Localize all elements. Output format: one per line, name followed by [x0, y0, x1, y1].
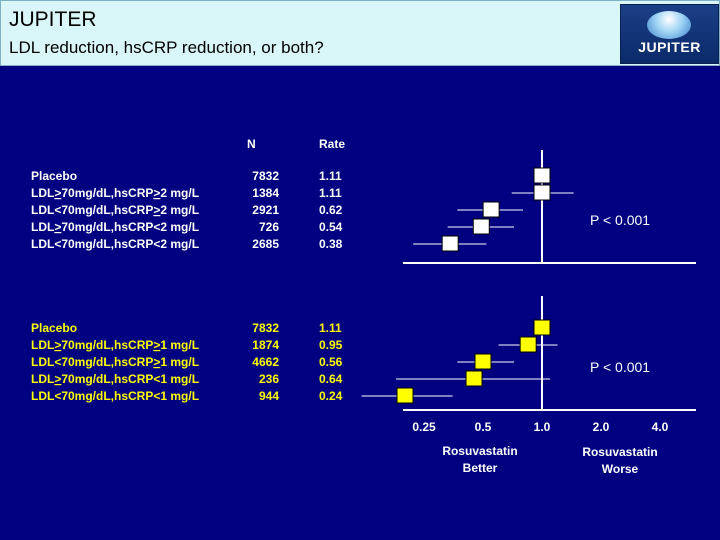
- row-n: 1874: [252, 338, 279, 352]
- row-n: 2921: [252, 203, 279, 217]
- column-header-n: N: [247, 137, 256, 151]
- row-label: LDL>70mg/dL,hsCRP<1 mg/L: [31, 372, 199, 386]
- row-n: 2685: [252, 237, 279, 251]
- row-n: 7832: [252, 169, 279, 183]
- axis-direction-label-better: Better: [463, 461, 498, 475]
- row-n: 7832: [252, 321, 279, 335]
- row-n: 1384: [252, 186, 279, 200]
- row-label: Placebo: [31, 169, 77, 183]
- row-n: 4662: [252, 355, 279, 369]
- row-rate: 0.54: [319, 220, 343, 234]
- row-rate: 0.64: [319, 372, 343, 386]
- row-rate: 1.11: [319, 169, 342, 183]
- hr-marker: [396, 387, 414, 404]
- row-rate: 1.11: [319, 321, 342, 335]
- hr-marker: [533, 319, 551, 336]
- p-value-label: P < 0.001: [590, 212, 650, 228]
- logo-text: JUPITER: [638, 39, 701, 55]
- row-label: LDL<70mg/dL,hsCRP<1 mg/L: [31, 389, 199, 403]
- x-tick-label: 1.0: [534, 420, 551, 434]
- x-tick-label: 0.5: [475, 420, 492, 434]
- row-label: LDL>70mg/dL,hsCRP>1 mg/L: [31, 338, 199, 352]
- row-label: LDL<70mg/dL,hsCRP>1 mg/L: [31, 355, 199, 369]
- row-label: LDL<70mg/dL,hsCRP<2 mg/L: [31, 237, 199, 251]
- hr-marker: [474, 353, 492, 370]
- hr-marker: [465, 370, 483, 387]
- row-rate: 1.11: [319, 186, 342, 200]
- row-rate: 0.38: [319, 237, 343, 251]
- row-label: LDL<70mg/dL,hsCRP>2 mg/L: [31, 203, 199, 217]
- hr-marker: [533, 184, 551, 201]
- row-label: LDL>70mg/dL,hsCRP>2 mg/L: [31, 186, 199, 200]
- title-banner: JUPITER LDL reduction, hsCRP reduction, …: [0, 0, 720, 66]
- hr-marker: [472, 218, 490, 235]
- hr-marker: [519, 336, 537, 353]
- globe-icon: [647, 11, 691, 39]
- page-subtitle: LDL reduction, hsCRP reduction, or both?: [9, 38, 324, 57]
- jupiter-logo: JUPITER: [620, 4, 719, 64]
- hr-marker: [533, 167, 551, 184]
- hr-marker: [441, 235, 459, 252]
- row-rate: 0.95: [319, 338, 343, 352]
- column-header-rate: Rate: [319, 137, 345, 151]
- axis-direction-label-better: Rosuvastatin: [442, 444, 517, 458]
- row-label: LDL>70mg/dL,hsCRP<2 mg/L: [31, 220, 199, 234]
- x-tick-label: 4.0: [652, 420, 669, 434]
- x-tick-label: 2.0: [593, 420, 610, 434]
- row-n: 726: [259, 220, 279, 234]
- row-rate: 0.56: [319, 355, 343, 369]
- axis-direction-label-worse: Rosuvastatin: [582, 445, 657, 459]
- x-tick-label: 0.25: [412, 420, 436, 434]
- axis-direction-label-worse: Worse: [602, 462, 639, 476]
- row-rate: 0.62: [319, 203, 343, 217]
- p-value-label: P < 0.001: [590, 359, 650, 375]
- page-title: JUPITER: [9, 8, 97, 31]
- row-rate: 0.24: [319, 389, 343, 403]
- row-n: 944: [259, 389, 279, 403]
- hr-marker: [482, 201, 500, 218]
- row-n: 236: [259, 372, 279, 386]
- row-label: Placebo: [31, 321, 77, 335]
